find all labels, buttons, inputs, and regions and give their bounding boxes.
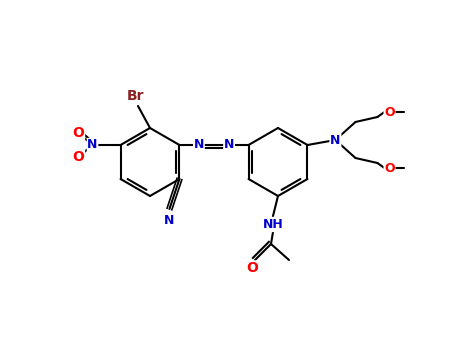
Text: O: O <box>73 150 85 164</box>
Text: O: O <box>246 261 258 275</box>
Text: NH: NH <box>263 218 283 231</box>
Text: Br: Br <box>127 89 145 103</box>
Text: N: N <box>224 139 234 152</box>
Text: N: N <box>330 133 341 147</box>
Text: N: N <box>194 139 204 152</box>
Text: N: N <box>194 139 204 152</box>
Text: N: N <box>87 139 98 152</box>
Text: O: O <box>73 126 85 140</box>
Text: N: N <box>330 133 341 147</box>
Text: O: O <box>384 105 395 119</box>
Text: N: N <box>224 139 234 152</box>
Text: O: O <box>384 161 395 175</box>
Text: N: N <box>164 214 175 226</box>
